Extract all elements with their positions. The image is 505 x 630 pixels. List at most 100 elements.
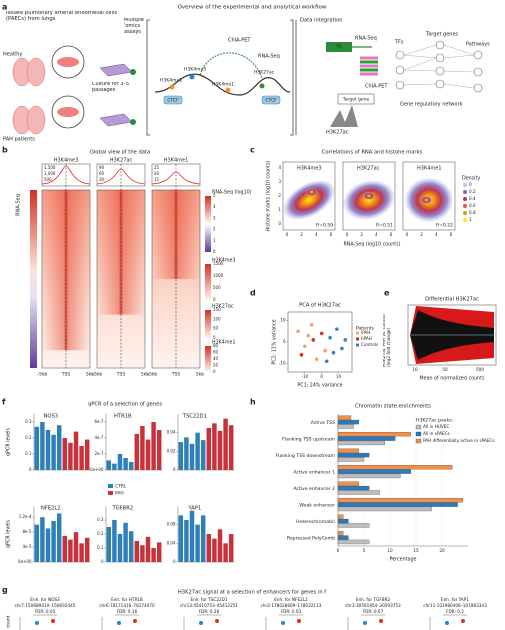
bar bbox=[337, 518, 349, 524]
legend-swatch bbox=[108, 491, 113, 495]
colorbar-tick: 20 bbox=[213, 363, 219, 368]
bar bbox=[117, 454, 123, 470]
bar bbox=[84, 439, 90, 470]
colorbar bbox=[205, 346, 211, 372]
profile-tick: 25 bbox=[154, 165, 160, 170]
bar bbox=[337, 452, 370, 458]
colorbar bbox=[205, 310, 211, 338]
bar bbox=[337, 506, 432, 512]
chart-title: TSC22D1 bbox=[182, 414, 207, 420]
enhancer-locus: chr2:178028609–178032113 bbox=[261, 603, 322, 608]
axis-label: Mean of normalized counts bbox=[420, 376, 485, 382]
r-label: R=0.51 bbox=[376, 223, 393, 229]
x-tick: 0 bbox=[406, 232, 409, 237]
panel-letter: e bbox=[384, 289, 390, 298]
label: RNA-Seq bbox=[258, 54, 280, 60]
density-tick: 1 bbox=[469, 217, 472, 222]
colorbar-tick: 5 bbox=[213, 193, 216, 198]
bar bbox=[217, 529, 223, 562]
sample-dot bbox=[363, 621, 367, 625]
enhancer-fdr: FDR: 0.26 bbox=[199, 609, 220, 614]
bar bbox=[79, 446, 84, 470]
mark-label: H3K4me1 bbox=[160, 78, 182, 84]
colorbar-title: RNA-Seq (log10) bbox=[212, 190, 252, 196]
density-core bbox=[305, 188, 318, 196]
x-tick: 500 bbox=[476, 367, 484, 372]
bar bbox=[184, 520, 189, 562]
x-label: –5kb bbox=[92, 372, 103, 378]
point bbox=[328, 335, 332, 340]
bar bbox=[40, 422, 45, 470]
sample-dot bbox=[297, 619, 301, 623]
bar bbox=[337, 457, 365, 462]
x-label: TSS bbox=[171, 372, 181, 378]
bar bbox=[51, 520, 56, 562]
isolate-text-box: Isolate pulmonary arterial endothelial c… bbox=[6, 11, 117, 22]
colorbar-tick: 0 bbox=[213, 297, 216, 302]
bar bbox=[337, 473, 401, 479]
culture-text-box: Culture for 3–5 passages bbox=[92, 82, 129, 93]
sample-dot bbox=[35, 621, 39, 625]
mark-label: H3K4me3 bbox=[184, 67, 206, 73]
x-tick-label: 10 bbox=[336, 374, 342, 379]
sample-dot bbox=[281, 621, 285, 625]
bar bbox=[151, 422, 156, 470]
bar bbox=[140, 426, 145, 470]
legend-label: hPAH bbox=[361, 336, 372, 341]
panel-title: H3K27ac signal at a selection of enhance… bbox=[178, 590, 326, 596]
category-label: Heterochromatin bbox=[296, 519, 335, 525]
y-tick-label: 0 bbox=[173, 559, 176, 564]
y-tick: 2 bbox=[278, 193, 281, 198]
legend-label: All in HUVEC bbox=[423, 424, 449, 429]
colorbar-tick: 0 bbox=[213, 249, 216, 254]
point bbox=[323, 348, 327, 353]
bar bbox=[62, 535, 68, 562]
bar bbox=[178, 442, 184, 470]
bar bbox=[337, 523, 370, 528]
y-tick-label: 2e-7 bbox=[95, 451, 104, 456]
density-tick: 0.2 bbox=[469, 189, 476, 194]
x-tick: 10 bbox=[412, 367, 418, 372]
bar bbox=[156, 430, 162, 470]
y-tick-label: 0e+00 bbox=[18, 559, 32, 564]
bar bbox=[206, 534, 212, 562]
bar bbox=[195, 432, 200, 470]
x-tick-label: 0 bbox=[337, 548, 340, 553]
point bbox=[343, 338, 348, 342]
y-tick-label: -10 bbox=[279, 360, 286, 365]
label: PAH patients bbox=[3, 137, 35, 143]
legend-swatch bbox=[356, 331, 359, 335]
mark-label: H3K27ac bbox=[254, 70, 275, 76]
bar bbox=[337, 465, 453, 470]
x-tick: 2 bbox=[360, 232, 363, 237]
bar bbox=[68, 539, 73, 562]
y-tick-label: 0 bbox=[101, 559, 104, 564]
point bbox=[309, 323, 314, 327]
label: RNA-Seq bbox=[355, 36, 377, 42]
x-tick-label: 20 bbox=[439, 548, 445, 553]
bar bbox=[337, 440, 385, 446]
panel-title: Overview of the experimental and analyti… bbox=[178, 5, 327, 11]
axis-label: RNA-Seq (log10 counts) bbox=[343, 242, 400, 248]
legend-label: All in sPAECs bbox=[423, 431, 450, 436]
colorbar-tick: 50 bbox=[213, 326, 219, 331]
colorbar-title: H3K4me1 bbox=[212, 340, 236, 346]
colorbar bbox=[205, 264, 211, 300]
bar bbox=[68, 442, 73, 470]
enhancer-label: Enh. for YAP1 bbox=[441, 597, 469, 602]
plot-name: H3K4me3 bbox=[297, 166, 322, 172]
x-tick: 2 bbox=[420, 232, 423, 237]
enhancer-label: Enh. for NOS3 bbox=[30, 597, 60, 602]
colorbar-tick: 500 bbox=[213, 285, 221, 290]
y-tick: 1 bbox=[278, 207, 281, 212]
bar bbox=[123, 458, 128, 470]
x-label: TSS bbox=[116, 372, 126, 378]
sample-dot bbox=[199, 621, 203, 625]
y-tick-label: 0.04 bbox=[167, 430, 176, 435]
bar bbox=[337, 502, 458, 507]
y-tick-label: 10 bbox=[280, 318, 286, 323]
sample-dot bbox=[445, 621, 449, 625]
enhancer-locus: chr3:30591954–30593753 bbox=[345, 603, 401, 608]
profile-tick: 1,000 bbox=[44, 171, 56, 176]
point bbox=[311, 338, 316, 342]
